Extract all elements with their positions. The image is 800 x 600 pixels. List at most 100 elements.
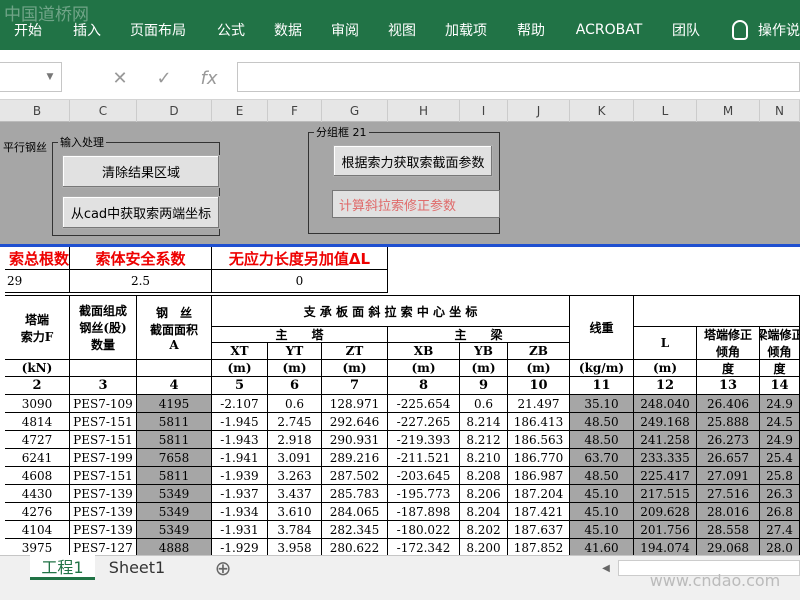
- column-header[interactable]: L: [634, 100, 697, 122]
- header-cell: [634, 296, 800, 327]
- ribbon-tab[interactable]: 视图: [388, 23, 416, 39]
- ribbon-tab[interactable]: 帮助: [517, 23, 545, 39]
- table-cell: 27.091: [697, 467, 760, 485]
- table-cell: 5811: [137, 413, 212, 431]
- column-header[interactable]: K: [570, 100, 634, 122]
- ribbon-tab[interactable]: 开始: [14, 23, 42, 39]
- ribbon-tab[interactable]: 加载项: [445, 23, 487, 39]
- column-header[interactable]: H: [388, 100, 460, 122]
- ribbon-tab[interactable]: 公式: [217, 23, 245, 39]
- sheet-tab[interactable]: Sheet1: [108, 558, 166, 577]
- column-number: 3: [70, 377, 137, 395]
- unit-cell: (kN): [5, 360, 70, 377]
- table-cell: 24.5: [760, 413, 800, 431]
- table-cell: 21.497: [508, 395, 570, 413]
- column-header[interactable]: D: [137, 100, 212, 122]
- header-line: 索力F: [20, 329, 54, 344]
- column-header[interactable]: E: [212, 100, 268, 122]
- table-cell: 248.040: [634, 395, 697, 413]
- column-header[interactable]: N: [760, 100, 800, 122]
- table-cell: 4276: [5, 503, 70, 521]
- table-cell: 249.168: [634, 413, 697, 431]
- table-cell: -1.945: [212, 413, 268, 431]
- header-cell: 截面组成 钢丝(股) 数量: [70, 296, 137, 360]
- table-cell: PES7-139: [70, 503, 137, 521]
- column-header[interactable]: C: [70, 100, 137, 122]
- header-cell: 线重: [570, 296, 634, 360]
- scroll-arrow[interactable]: ◀: [602, 562, 610, 574]
- column-header[interactable]: G: [322, 100, 388, 122]
- table-cell: 282.345: [322, 521, 388, 539]
- table-cell: 24.9: [760, 395, 800, 413]
- table-cell: -2.107: [212, 395, 268, 413]
- table-cell: 5349: [137, 485, 212, 503]
- ribbon-tab[interactable]: 页面布局: [130, 23, 186, 39]
- unit-cell: (m): [460, 360, 508, 377]
- summary-header: 索总根数: [5, 247, 70, 270]
- column-header[interactable]: F: [268, 100, 322, 122]
- table-cell: PES7-151: [70, 467, 137, 485]
- unit-cell: (m): [322, 360, 388, 377]
- unit-cell: [70, 360, 137, 377]
- unit-cell: (m): [212, 360, 268, 377]
- sheet-tab[interactable]: 工程1: [30, 555, 95, 580]
- table-cell: 186.413: [508, 413, 570, 431]
- table-cell: 0.6: [268, 395, 322, 413]
- header-cell: 梁端修正倾角: [760, 327, 800, 360]
- column-header[interactable]: M: [697, 100, 760, 122]
- watermark: 中国道桥网: [4, 5, 89, 25]
- column-number: 12: [634, 377, 697, 395]
- header-cell: ZT: [322, 343, 388, 360]
- column-number: 5: [212, 377, 268, 395]
- column-header[interactable]: J: [508, 100, 570, 122]
- table-cell: 26.8: [760, 503, 800, 521]
- button[interactable]: 根据索力获取索截面参数: [333, 145, 493, 177]
- table-cell: 209.628: [634, 503, 697, 521]
- ribbon-tab[interactable]: 操作说: [758, 23, 800, 39]
- header-line: L: [660, 336, 670, 350]
- table-cell: 284.065: [322, 503, 388, 521]
- table-cell: 48.50: [570, 467, 634, 485]
- ribbon-tab[interactable]: 团队: [672, 23, 700, 39]
- table-cell: 4608: [5, 467, 70, 485]
- table-cell: PES7-109: [70, 395, 137, 413]
- formula-button[interactable]: ✕: [112, 67, 128, 89]
- table-cell: -219.393: [388, 431, 460, 449]
- table-cell: 27.4: [760, 521, 800, 539]
- table-cell: 201.756: [634, 521, 697, 539]
- header-cell: 主 塔: [212, 327, 388, 343]
- table-cell: -1.931: [212, 521, 268, 539]
- button[interactable]: 从cad中获取索两端坐标: [62, 196, 220, 229]
- header-line: 塔端修正: [703, 328, 752, 342]
- header-cell: YT: [268, 343, 322, 360]
- unit-cell: (m): [508, 360, 570, 377]
- unit-cell: (m): [634, 360, 697, 377]
- ribbon-tab[interactable]: 数据: [274, 23, 302, 39]
- column-header[interactable]: B: [5, 100, 70, 122]
- summary-header: 无应力长度另加值ΔL: [212, 247, 388, 270]
- table-cell: 3.610: [268, 503, 322, 521]
- table-cell: 45.10: [570, 503, 634, 521]
- table-cell: 7658: [137, 449, 212, 467]
- column-header[interactable]: I: [460, 100, 508, 122]
- table-cell: -180.022: [388, 521, 460, 539]
- table-cell: 24.9: [760, 431, 800, 449]
- add-sheet[interactable]: ⊕: [214, 556, 232, 580]
- ribbon-tab[interactable]: ACROBAT: [575, 22, 643, 38]
- unit-cell: (m): [388, 360, 460, 377]
- formula-button[interactable]: ✓: [156, 67, 172, 89]
- table-cell: 28.016: [697, 503, 760, 521]
- divider: [0, 244, 800, 247]
- formula-button[interactable]: fx: [200, 67, 218, 89]
- button[interactable]: 清除结果区域: [62, 155, 220, 188]
- ribbon-tab[interactable]: 插入: [73, 23, 101, 39]
- table-cell: 26.406: [697, 395, 760, 413]
- table-cell: -211.521: [388, 449, 460, 467]
- table-cell: 187.421: [508, 503, 570, 521]
- column-number: 10: [508, 377, 570, 395]
- header-line: 梁端修正: [760, 328, 799, 342]
- ribbon-tab[interactable]: 审阅: [331, 23, 359, 39]
- column-number: 9: [460, 377, 508, 395]
- table-cell: -195.773: [388, 485, 460, 503]
- text-box[interactable]: 计算斜拉索修正参数: [332, 190, 500, 218]
